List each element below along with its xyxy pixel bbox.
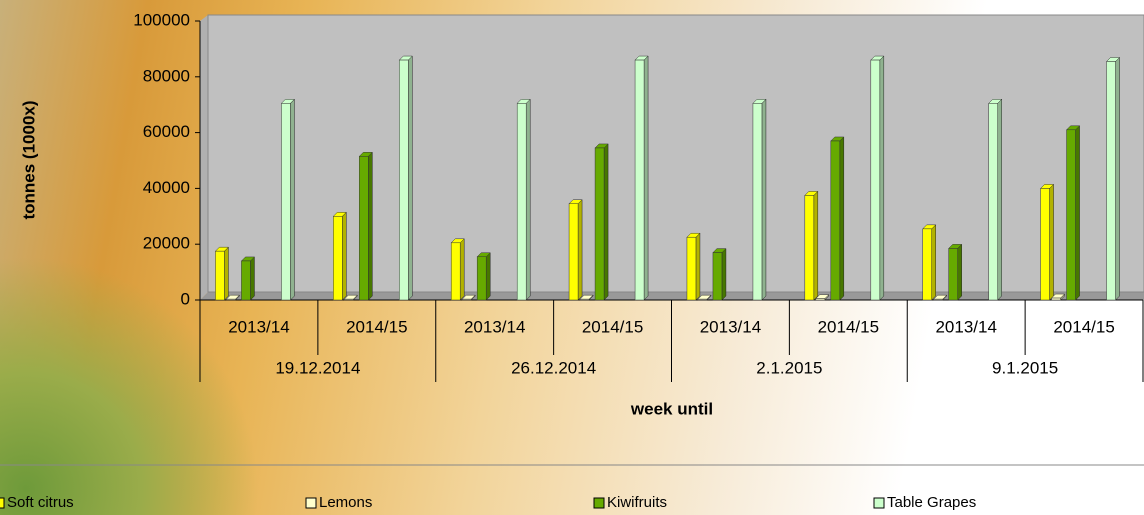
bar-side bbox=[526, 99, 530, 300]
bar bbox=[477, 257, 486, 300]
bar bbox=[989, 103, 998, 300]
x-tick-label: 2013/14 bbox=[700, 317, 761, 336]
x-tick-label: 2014/15 bbox=[346, 317, 407, 336]
bar bbox=[713, 253, 722, 300]
chart: tonnes (1000x) week until 0 20000 40000 600… bbox=[0, 0, 1144, 515]
side-wall bbox=[200, 15, 208, 300]
bar bbox=[871, 60, 880, 300]
bar-side bbox=[814, 191, 818, 300]
legend-swatch bbox=[594, 498, 604, 508]
legend-label: Lemons bbox=[319, 494, 372, 511]
bar-side bbox=[250, 257, 254, 300]
legend-swatch bbox=[306, 498, 316, 508]
bar bbox=[753, 103, 762, 300]
bar bbox=[816, 299, 825, 300]
bar bbox=[698, 299, 707, 300]
bar bbox=[1041, 188, 1050, 300]
legend-label: Table Grapes bbox=[887, 494, 976, 511]
x-group-label: 2.1.2015 bbox=[756, 358, 822, 377]
bar bbox=[462, 299, 471, 300]
y-tick-label: 0 bbox=[181, 289, 190, 308]
legend-swatch bbox=[874, 498, 884, 508]
bar-side bbox=[998, 99, 1002, 300]
y-tick-label: 20000 bbox=[143, 234, 190, 253]
bar bbox=[934, 299, 943, 300]
bar-side bbox=[408, 56, 412, 300]
bar-side bbox=[932, 225, 936, 300]
x-tick-label: 2014/15 bbox=[1053, 317, 1114, 336]
bar bbox=[923, 229, 932, 300]
bar bbox=[805, 195, 814, 300]
y-tick-label: 100000 bbox=[133, 10, 190, 29]
bar bbox=[344, 299, 353, 300]
y-axis-title: tonnes (1000x) bbox=[19, 100, 38, 219]
x-group-label: 26.12.2014 bbox=[511, 358, 596, 377]
bar bbox=[517, 103, 526, 300]
bar-side bbox=[368, 152, 372, 300]
bar-side bbox=[460, 239, 464, 300]
x-tick-label: 2014/15 bbox=[582, 317, 643, 336]
x-axis-title: week until bbox=[630, 399, 713, 418]
bar-side bbox=[342, 212, 346, 300]
bar bbox=[949, 248, 958, 300]
y-tick-label: 80000 bbox=[143, 66, 190, 85]
bar bbox=[399, 60, 408, 300]
bar-side bbox=[644, 56, 648, 300]
x-tick-label: 2013/14 bbox=[228, 317, 289, 336]
bar-side bbox=[290, 99, 294, 300]
y-tick-label: 40000 bbox=[143, 178, 190, 197]
x-tick-label: 2013/14 bbox=[935, 317, 996, 336]
bar bbox=[1107, 61, 1116, 300]
page: tonnes (1000x) week until 0 20000 40000 600… bbox=[0, 0, 1144, 515]
bar bbox=[1052, 298, 1061, 300]
bar bbox=[226, 299, 235, 300]
bar-side bbox=[1050, 184, 1054, 300]
back-wall bbox=[208, 15, 1144, 292]
bar-side bbox=[224, 247, 228, 300]
bar-side bbox=[762, 99, 766, 300]
bar-side bbox=[578, 200, 582, 300]
bar-side bbox=[722, 249, 726, 300]
legend-label: Kiwifruits bbox=[607, 494, 667, 511]
bar bbox=[215, 251, 224, 300]
bar-side bbox=[880, 56, 884, 300]
bar bbox=[241, 261, 250, 300]
bar bbox=[687, 237, 696, 300]
bar-side bbox=[604, 144, 608, 300]
bar-side bbox=[840, 137, 844, 300]
bar-side bbox=[1116, 57, 1120, 300]
bar bbox=[595, 148, 604, 300]
legend-swatch bbox=[0, 498, 4, 508]
bar-side bbox=[486, 253, 490, 300]
x-group-label: 9.1.2015 bbox=[992, 358, 1058, 377]
bar bbox=[1067, 130, 1076, 300]
bar bbox=[281, 103, 290, 300]
x-tick-label: 2014/15 bbox=[818, 317, 879, 336]
bar bbox=[580, 299, 589, 300]
bar-side bbox=[1076, 126, 1080, 300]
legend-label: Soft citrus bbox=[7, 494, 74, 511]
x-group-label: 19.12.2014 bbox=[275, 358, 360, 377]
bar bbox=[333, 216, 342, 300]
x-tick-label: 2013/14 bbox=[464, 317, 525, 336]
bar bbox=[569, 204, 578, 300]
bar bbox=[831, 141, 840, 300]
bar-side bbox=[958, 244, 962, 300]
bar bbox=[635, 60, 644, 300]
bar bbox=[451, 243, 460, 300]
bar-side bbox=[696, 233, 700, 300]
bar bbox=[359, 156, 368, 300]
y-tick-label: 60000 bbox=[143, 122, 190, 141]
